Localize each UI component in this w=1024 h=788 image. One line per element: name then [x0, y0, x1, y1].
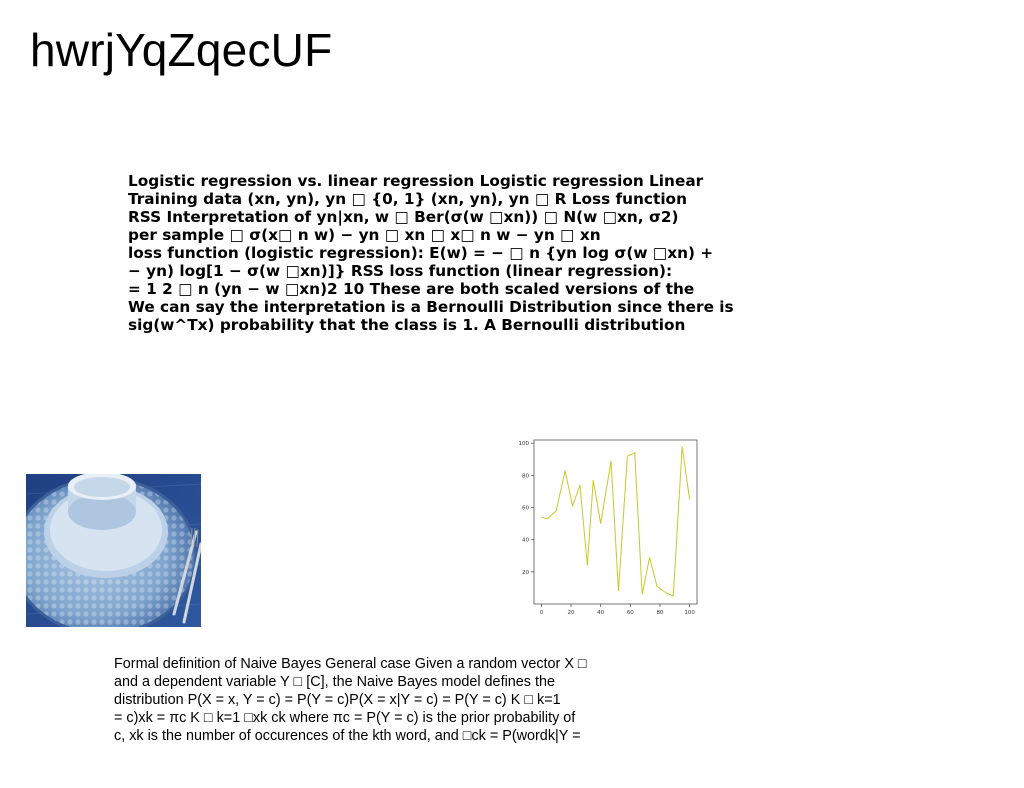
line-chart-svg: 0 20 40 60 80 100 20 40 60 80 100 — [519, 439, 698, 616]
series-line — [541, 446, 691, 597]
text-line: c, xk is the number of occurences of the… — [114, 728, 581, 744]
x-tick-label: 40 — [597, 610, 604, 616]
naive-bayes-text: Formal definition of Naive Bayes General… — [114, 655, 674, 745]
x-tick-label: 100 — [684, 610, 695, 616]
y-tick-label: 60 — [522, 506, 529, 512]
text-line: sig(w^Tx) probability that the class is … — [128, 316, 686, 334]
x-tick-label: 20 — [568, 610, 575, 616]
y-tick-label: 20 — [522, 570, 529, 576]
plot-frame — [533, 439, 698, 605]
blue-place-setting-photo-icon — [26, 474, 201, 627]
text-line: Logistic regression vs. linear regressio… — [128, 172, 704, 190]
text-line: loss function (logistic regression): E(w… — [128, 244, 714, 262]
line-chart: 0 20 40 60 80 100 20 40 60 80 100 — [512, 434, 702, 618]
text-line: distribution P(X = x, Y = c) = P(Y = c)P… — [114, 692, 561, 708]
y-tick-label: 40 — [522, 538, 529, 544]
y-tick-label: 80 — [522, 473, 529, 479]
logistic-vs-linear-text: Logistic regression vs. linear regressio… — [128, 172, 768, 334]
page-title: hwrjYqZqecUF — [30, 24, 333, 76]
text-line: per sample □ σ(x□ n w) − yn □ xn □ x□ n … — [128, 226, 601, 244]
text-line: RSS Interpretation of yn|xn, w □ Ber(σ(w… — [128, 208, 679, 226]
text-line: − yn) log[1 − σ(w □xn)]} RSS loss functi… — [128, 262, 673, 280]
text-line: = 1 2 □ n (yn − w □xn)2 10 These are bot… — [128, 280, 695, 298]
text-line: and a dependent variable Y □ [C], the Na… — [114, 674, 555, 690]
text-line: Formal definition of Naive Bayes General… — [114, 656, 587, 672]
x-tick-label: 80 — [656, 610, 663, 616]
place-setting-photo — [26, 474, 201, 627]
x-tick-label: 60 — [627, 610, 634, 616]
text-line: We can say the interpretation is a Berno… — [128, 298, 734, 316]
y-tick-label: 100 — [519, 441, 530, 447]
text-line: Training data (xn, yn), yn □ {0, 1} (xn,… — [128, 190, 687, 208]
text-line: = c)xk = πc K □ k=1 □xk ck where πc = P(… — [114, 710, 576, 726]
x-tick-label: 0 — [540, 610, 544, 616]
